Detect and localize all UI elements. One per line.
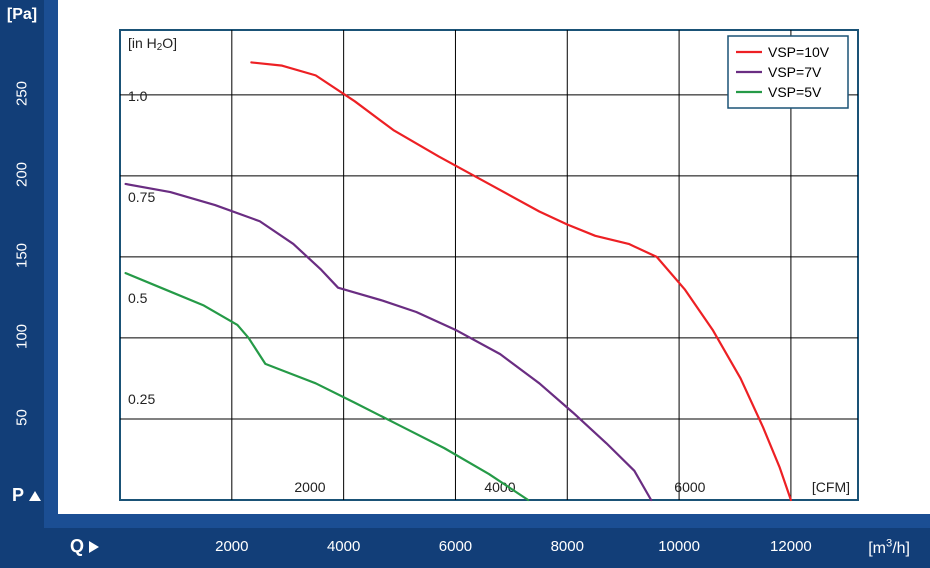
- y-tick-pa: 100: [14, 316, 31, 356]
- y-tick-pa: 150: [14, 235, 31, 275]
- bottom-band-inner: [0, 514, 930, 528]
- band-corner-inner: [44, 514, 58, 528]
- plot-area: 0.250.50.751.0[in H2O]200040006000[CFM]V…: [58, 0, 930, 514]
- left-band-inner: [44, 0, 58, 528]
- svg-text:0.75: 0.75: [128, 189, 155, 205]
- x-tick-m3h: 8000: [537, 538, 597, 555]
- svg-text:0.25: 0.25: [128, 391, 155, 407]
- x-tick-m3h: 10000: [649, 538, 709, 555]
- triangle-right-icon: [89, 541, 99, 553]
- x-tick-m3h: 6000: [425, 538, 485, 555]
- svg-text:0.5: 0.5: [128, 290, 148, 306]
- triangle-up-icon: [29, 491, 41, 501]
- y-tick-pa: 50: [14, 397, 31, 437]
- y-axis-title-pa: [Pa]: [4, 6, 40, 24]
- svg-text:VSP=10V: VSP=10V: [768, 44, 830, 60]
- svg-text:6000: 6000: [674, 479, 705, 495]
- q-axis-label: Q: [70, 536, 99, 557]
- svg-text:[CFM]: [CFM]: [812, 479, 850, 495]
- svg-text:2000: 2000: [294, 479, 325, 495]
- x-axis-title-m3h: [m3/h]: [868, 538, 910, 558]
- p-axis-label: P: [12, 485, 41, 506]
- x-tick-m3h: 2000: [202, 538, 262, 555]
- svg-text:[in H2O]: [in H2O]: [128, 35, 177, 53]
- x-tick-m3h: 4000: [314, 538, 374, 555]
- y-tick-pa: 250: [14, 73, 31, 113]
- chart-container: [Pa] 50 100 150 200 250 P Q 2000 4000 6000 8000…: [0, 0, 930, 568]
- x-tick-m3h: 12000: [761, 538, 821, 555]
- svg-text:1.0: 1.0: [128, 88, 148, 104]
- y-tick-pa: 200: [14, 154, 31, 194]
- svg-text:VSP=7V: VSP=7V: [768, 64, 822, 80]
- plot-svg: 0.250.50.751.0[in H2O]200040006000[CFM]V…: [58, 0, 930, 514]
- svg-text:VSP=5V: VSP=5V: [768, 84, 822, 100]
